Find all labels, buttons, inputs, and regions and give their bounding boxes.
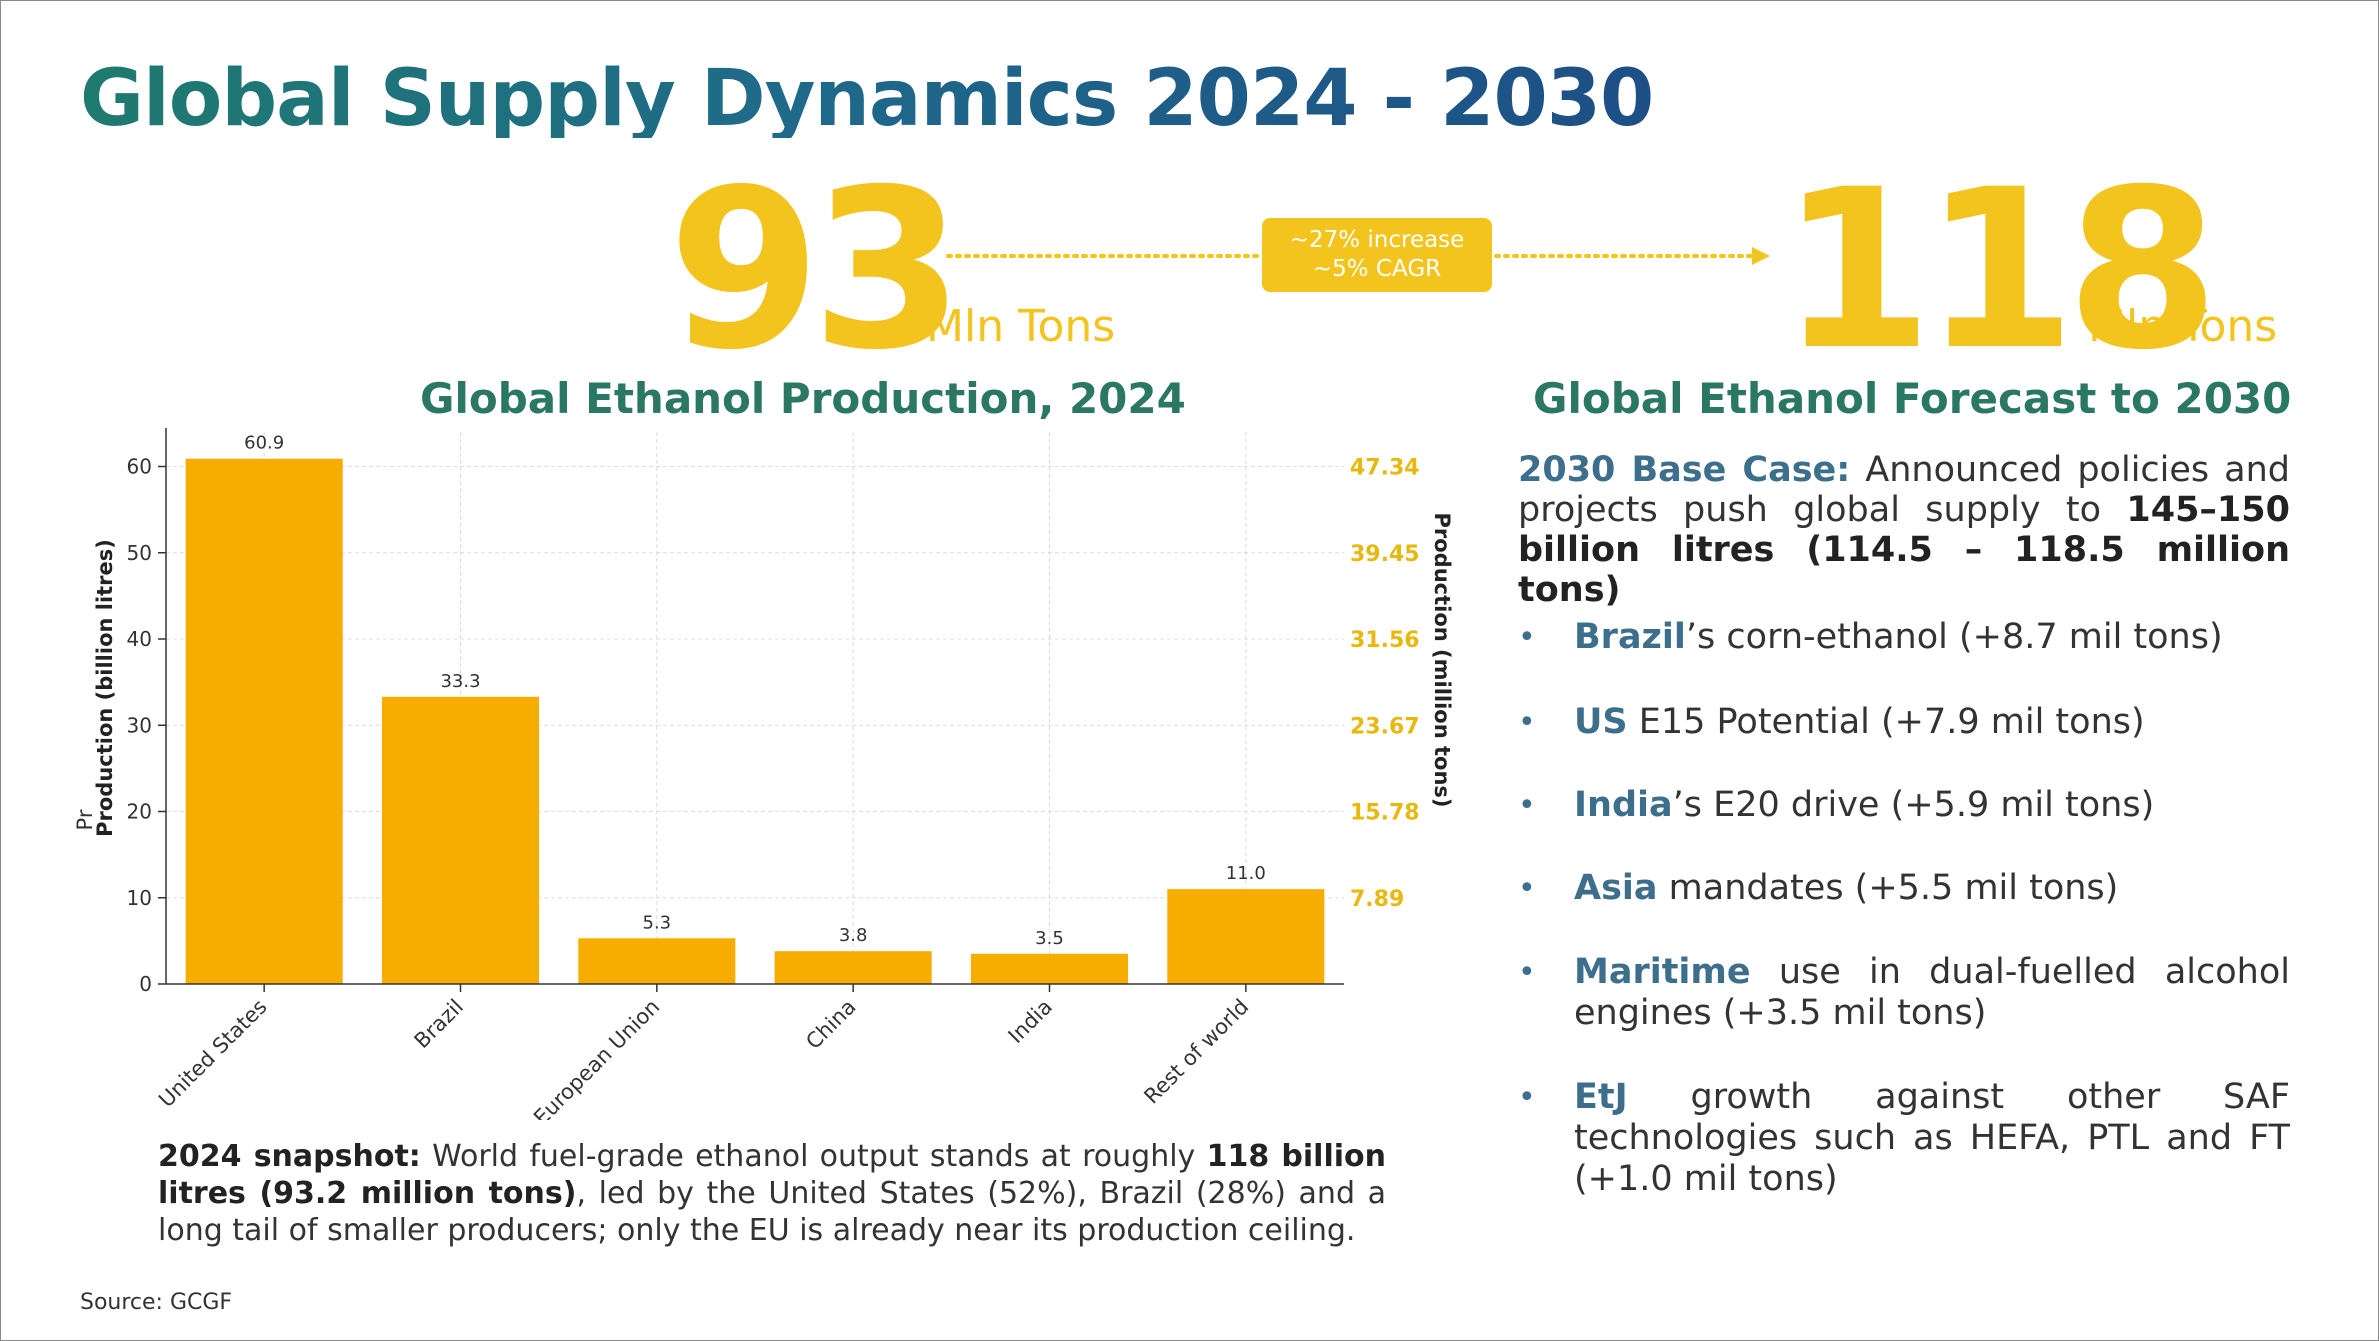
y2-tick-label: 15.78 — [1350, 801, 1420, 826]
bar-value-label: 33.3 — [440, 671, 480, 692]
chart-data-labels: 60.9 33.3 5.3 3.8 3.5 11.0 — [244, 433, 1266, 949]
arrowhead-icon — [1752, 247, 1770, 265]
increase-line-1: ~27% increase — [1289, 227, 1465, 253]
bullet-icon: • — [1518, 955, 1536, 990]
left-section-title: Global Ethanol Production, 2024 — [420, 374, 1186, 423]
bullet-item: • US E15 Potential (+7.9 mil tons) — [1518, 702, 2290, 743]
bar — [774, 951, 932, 984]
y-tick-label: 40 — [127, 627, 152, 651]
increase-line-2: ~5% CAGR — [1312, 256, 1442, 282]
snapshot-text-1: World fuel-grade ethanol output stands a… — [420, 1139, 1207, 1174]
snapshot-label: 2024 snapshot: — [158, 1139, 421, 1174]
bullet-item: • Asia mandates (+5.5 mil tons) — [1518, 868, 2290, 909]
bar-value-label: 5.3 — [643, 912, 672, 933]
bar — [1167, 889, 1325, 984]
x-tick-label: Brazil — [410, 995, 468, 1053]
chart-grid — [166, 432, 1344, 985]
bullet-item: • Brazil’s corn-ethanol (+8.7 mil tons) — [1518, 617, 2290, 658]
y2-tick-label: 47.34 — [1350, 456, 1420, 481]
x-tick-label: European Union — [529, 995, 664, 1120]
bullet-highlight: Maritime — [1574, 952, 1751, 992]
bullet-text: E15 Potential (+7.9 mil tons) — [1627, 702, 2145, 742]
base-case-paragraph: 2030 Base Case: Announced policies and p… — [1518, 450, 2290, 610]
production-bar-chart: 60.9 33.3 5.3 3.8 3.5 11.0 0 10 20 30 40 50 60 Unite… — [73, 428, 1454, 1120]
y2-axis-title: Production (million tons) — [1430, 512, 1454, 807]
y-axis-title: Production (billion litres) — [93, 539, 117, 837]
y-tick-label: 60 — [127, 455, 152, 479]
y2-tick-label: 23.67 — [1350, 714, 1420, 739]
bullet-icon: • — [1518, 1080, 1536, 1115]
bullet-highlight: Asia — [1574, 868, 1658, 908]
bullet-text: mandates (+5.5 mil tons) — [1657, 868, 2119, 908]
bullet-text: ’s corn-ethanol (+8.7 mil tons) — [1685, 617, 2223, 657]
x-tick-label: India — [1004, 995, 1057, 1048]
end-value: 118 — [1780, 142, 2219, 398]
bar-value-label: 3.8 — [839, 925, 868, 946]
bullet-item: • Maritime use in dual-fuelled alcohol e… — [1518, 952, 2290, 1034]
bullet-item: • EtJ growth against other SAF technolog… — [1518, 1077, 2290, 1200]
bullet-highlight: EtJ — [1574, 1077, 1628, 1117]
start-unit: Mln Tons — [926, 301, 1116, 352]
y2-tick-label: 39.45 — [1350, 542, 1420, 567]
snapshot-bold: 118 billion litres (93.2 million tons) — [158, 1139, 1386, 1211]
bullet-text: use in dual-fuelled alcohol engines (+3.… — [1574, 952, 2290, 1033]
base-case-bold: 145–150 billion litres (114.5 – 118.5 mi… — [1518, 490, 2290, 610]
x-tick-label: China — [801, 995, 860, 1054]
snapshot-paragraph: 2024 snapshot: World fuel-grade ethanol … — [158, 1138, 1386, 1249]
x-tick-label: Rest of world — [1139, 995, 1253, 1109]
bar — [185, 458, 343, 984]
bullet-text: growth against other SAF technologies su… — [1574, 1077, 2290, 1199]
bar-value-label: 3.5 — [1035, 928, 1064, 949]
y-axis-title-fragment: Pr — [73, 809, 97, 830]
source-note: Source: GCGF — [80, 1290, 233, 1315]
end-unit: Mln Tons — [2088, 301, 2278, 352]
bullet-icon: • — [1518, 871, 1536, 906]
bar — [578, 938, 736, 984]
page-title: Global Supply Dynamics 2024 - 2030 — [80, 54, 1654, 144]
bar — [381, 696, 540, 984]
snapshot-text-2: , led by the United States (52%), Brazil… — [158, 1176, 1386, 1248]
bar — [970, 953, 1129, 984]
y2-tick-label: 7.89 — [1350, 887, 1404, 912]
bullet-icon: • — [1518, 788, 1536, 823]
bullet-icon: • — [1518, 620, 1536, 655]
x-tick-label: United States — [154, 995, 272, 1113]
bullet-highlight: Brazil — [1574, 617, 1686, 657]
bullet-highlight: US — [1574, 702, 1628, 742]
bar-value-label: 11.0 — [1226, 863, 1266, 884]
base-case-label: 2030 Base Case: — [1518, 450, 1851, 490]
base-case-text: Announced policies and projects push glo… — [1518, 450, 2290, 530]
y-tick-label: 20 — [127, 800, 152, 824]
y-tick-label: 30 — [127, 713, 152, 737]
dotted-arrow-left — [946, 247, 1770, 265]
y2-tick-label: 31.56 — [1350, 628, 1420, 653]
y-tick-label: 0 — [139, 972, 152, 996]
bar-value-label: 60.9 — [244, 433, 284, 454]
right-section-title: Global Ethanol Forecast to 2030 — [1533, 374, 2292, 423]
bullet-highlight: India — [1574, 785, 1673, 825]
bullet-item: • India’s E20 drive (+5.9 mil tons) — [1518, 785, 2290, 826]
y-tick-label: 50 — [127, 541, 152, 565]
y-tick-label: 10 — [127, 886, 152, 910]
bullet-icon: • — [1518, 705, 1536, 740]
increase-badge: ~27% increase ~5% CAGR — [1262, 218, 1492, 292]
chart-bars — [185, 458, 1325, 984]
bullet-text: ’s E20 drive (+5.9 mil tons) — [1672, 785, 2155, 825]
start-value: 93 — [668, 142, 964, 398]
